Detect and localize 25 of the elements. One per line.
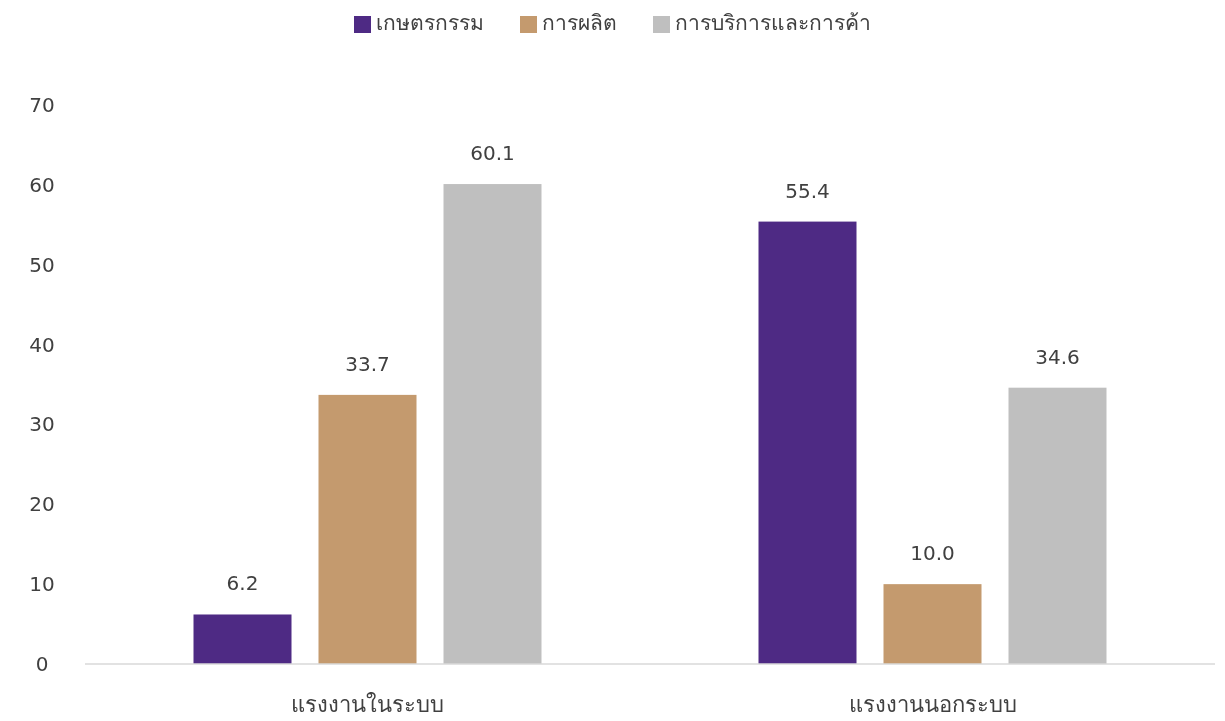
legend-label: การผลิต: [542, 11, 617, 35]
y-tick-label: 30: [29, 412, 55, 437]
data-label: 34.6: [1035, 344, 1080, 369]
bar: [443, 184, 542, 664]
data-label: 55.4: [785, 178, 830, 203]
bar: [318, 394, 417, 664]
data-label: 6.2: [226, 571, 259, 596]
legend-label: การบริการและการค้า: [675, 11, 871, 35]
legend-label: เกษตรกรรม: [376, 11, 484, 35]
y-tick-label: 10: [29, 572, 55, 597]
bar: [1008, 387, 1107, 664]
y-tick-label: 0: [35, 652, 49, 676]
data-label: 10.0: [910, 541, 955, 566]
x-tick-label: แรงงานนอกระบบ: [848, 692, 1017, 717]
data-label: 60.1: [470, 141, 515, 166]
y-tick-label: 40: [29, 332, 55, 357]
bar: [758, 221, 857, 664]
y-tick-label: 70: [29, 93, 55, 117]
bar: [193, 614, 292, 664]
y-tick-label: 20: [29, 492, 55, 517]
x-tick-label: แรงงานในระบบ: [291, 692, 444, 717]
y-tick-label: 60: [29, 172, 55, 197]
y-tick-label: 50: [29, 252, 55, 277]
data-label: 33.7: [345, 351, 390, 376]
bar: [883, 584, 982, 664]
